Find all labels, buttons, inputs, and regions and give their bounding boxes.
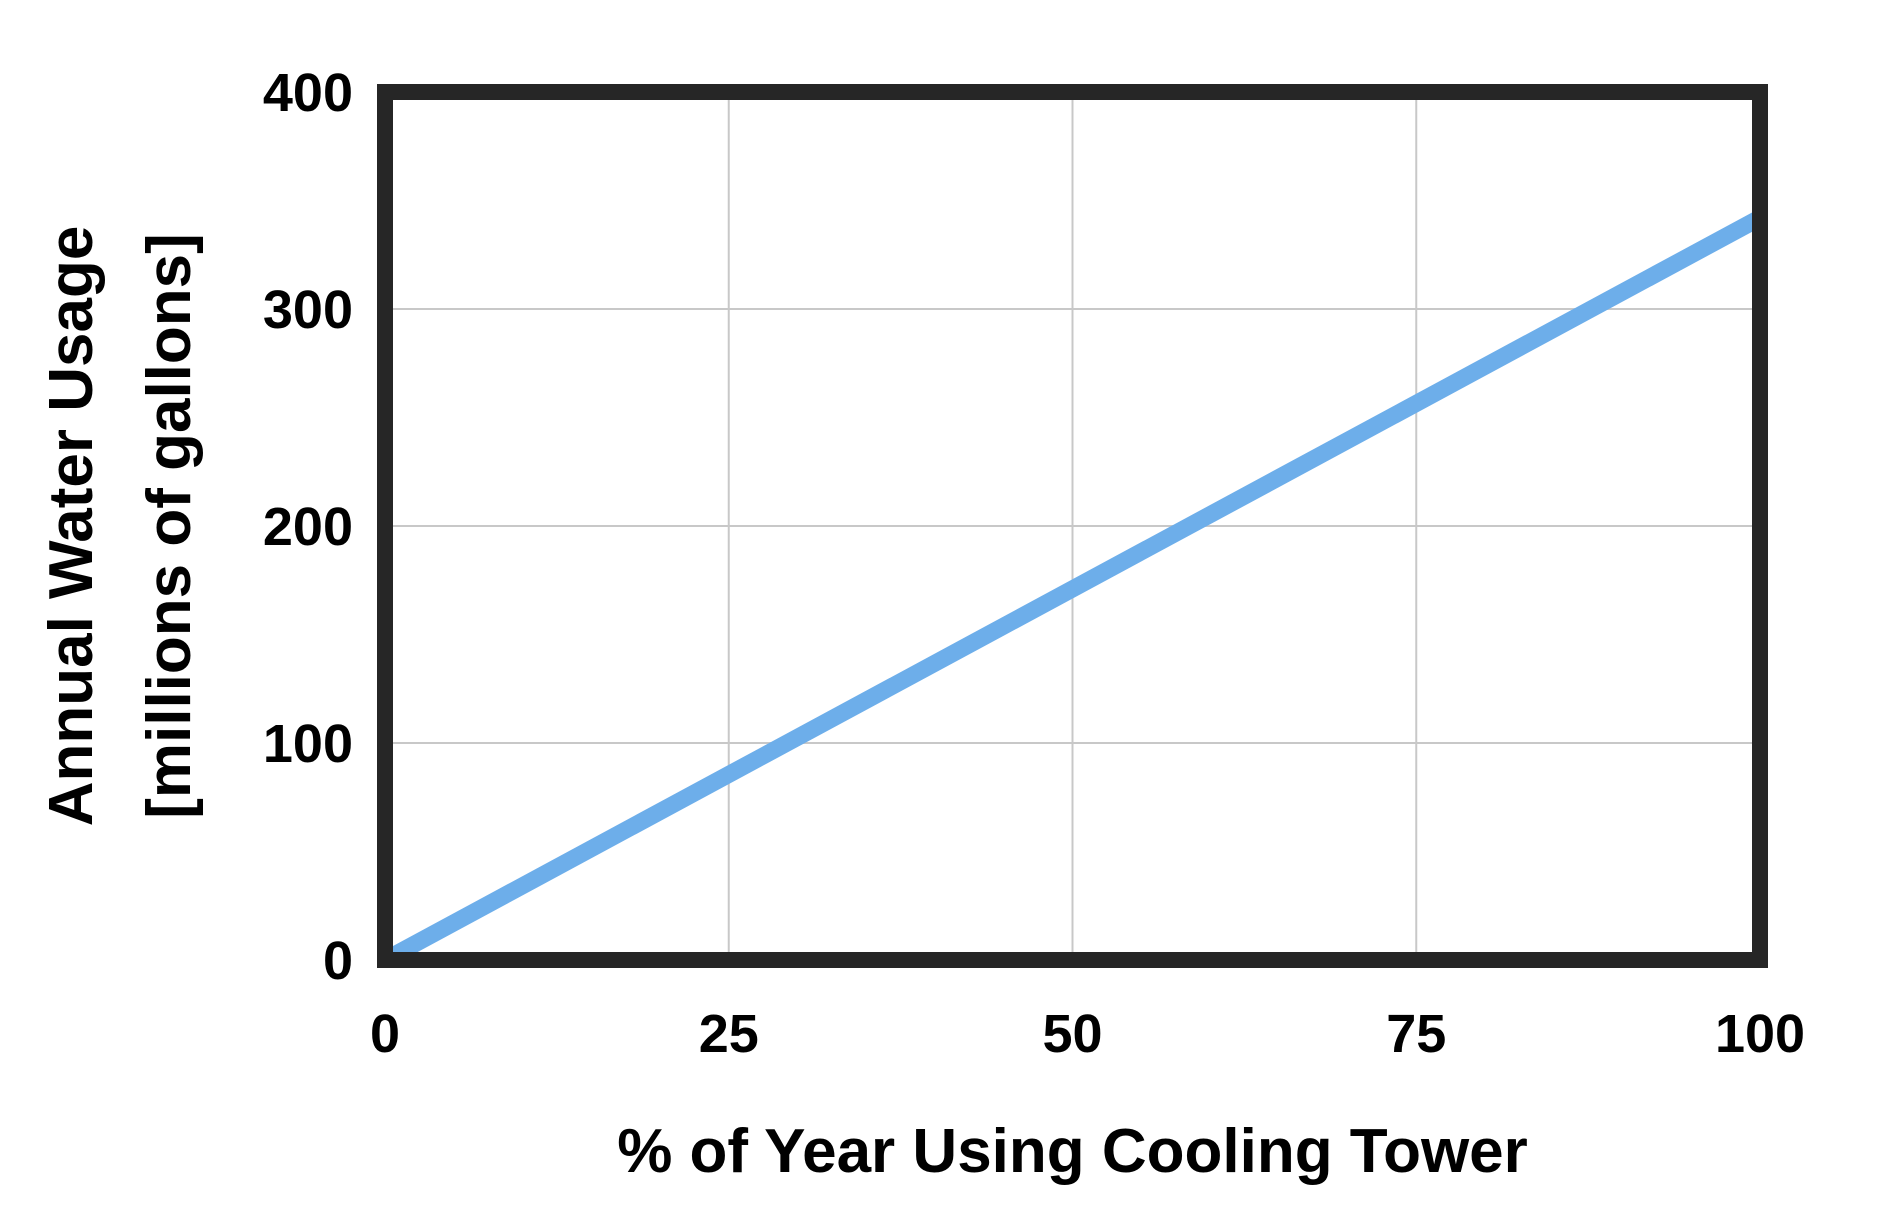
- y-axis-title-line-2: [millions of gallons]: [135, 233, 204, 819]
- x-tick-label: 0: [370, 1004, 400, 1064]
- y-tick-label: 400: [263, 63, 353, 123]
- y-tick-labels: 0 100 200 300 400: [263, 63, 353, 991]
- y-tick-label: 0: [323, 931, 353, 991]
- x-tick-label: 100: [1715, 1004, 1805, 1064]
- y-tick-label: 200: [263, 497, 353, 557]
- x-axis-title: % of Year Using Cooling Tower: [617, 1117, 1528, 1186]
- y-axis-title-line-1: Annual Water Usage: [37, 226, 106, 827]
- grid-lines: [385, 92, 1760, 960]
- x-tick-labels: 0 25 50 75 100: [370, 1004, 1805, 1064]
- y-axis-title: Annual Water Usage [millions of gallons]: [37, 226, 204, 827]
- y-tick-label: 100: [263, 714, 353, 774]
- x-tick-label: 50: [1042, 1004, 1102, 1064]
- series-layer: [380, 210, 1765, 968]
- series-line: [380, 210, 1765, 968]
- x-tick-label: 25: [699, 1004, 759, 1064]
- y-tick-label: 300: [263, 280, 353, 340]
- x-tick-label: 75: [1386, 1004, 1446, 1064]
- plot-frame: [377, 84, 1768, 968]
